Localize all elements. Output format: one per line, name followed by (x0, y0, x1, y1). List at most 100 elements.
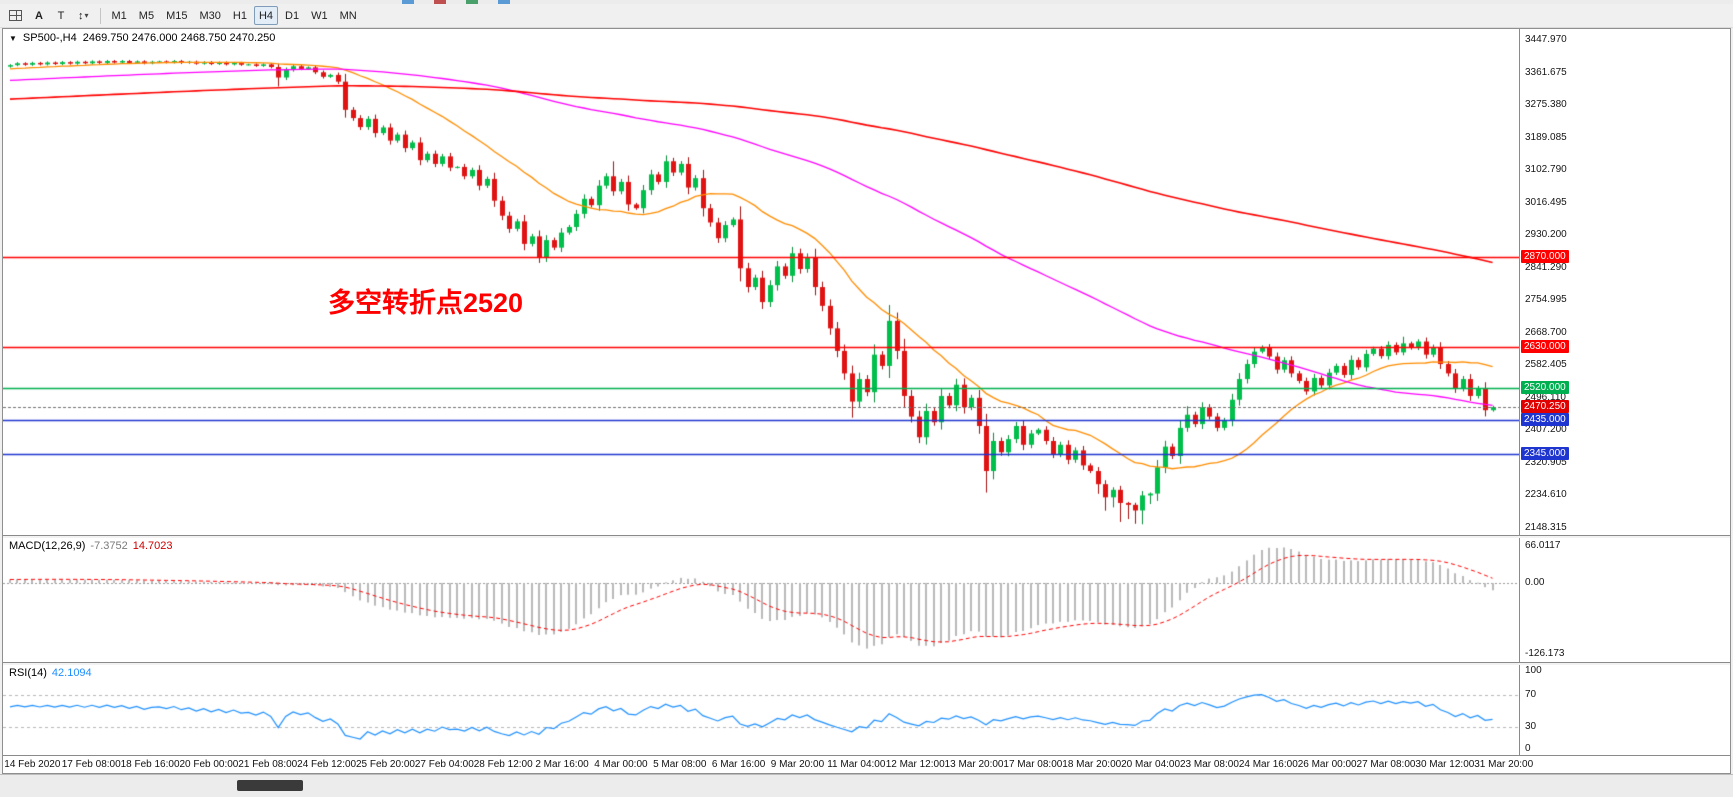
price-scale-label: 2320.905 (1525, 456, 1567, 468)
price-scale-label: 2582.405 (1525, 359, 1567, 371)
cursor-tool-label: A (35, 9, 43, 22)
symbol-timeframe-label: SP500-,H4 (22, 32, 77, 44)
price-pane: 3447.970 3361.675 3275.380 3189.085 3102.790… (3, 29, 1730, 535)
toolbar: A T ↕ ▾ M1 M5 M15 M30 H1 H4 D1 W1 MN (0, 4, 1733, 28)
timeframe-m30-button[interactable]: M30 (199, 9, 221, 22)
timeframe-m5-button[interactable]: M5 (138, 9, 155, 22)
pane-splitter[interactable] (3, 662, 1730, 665)
price-line-tag: 2630.000 (1521, 340, 1569, 353)
price-scale-label: 3016.495 (1525, 196, 1567, 208)
rsi-scale-label: 100 (1525, 665, 1542, 676)
time-label: 20 Mar 04:00 (1121, 759, 1181, 770)
scale-arrows-icon: ↕ (78, 9, 84, 22)
rsi-value: 42.1094 (51, 667, 92, 679)
time-label: 6 Mar 16:00 (711, 759, 766, 770)
symbol-dropdown-icon[interactable]: ▼ (9, 33, 17, 43)
timeframe-d1-button[interactable]: D1 (285, 9, 300, 22)
text-tool-button[interactable]: T (51, 6, 71, 25)
toolbar-separator (99, 7, 101, 24)
timeframe-m15-button[interactable]: M15 (166, 9, 188, 22)
time-label: 28 Feb 12:00 (473, 759, 533, 770)
price-chart-canvas[interactable] (3, 29, 1519, 535)
macd-scale-label: -126.173 (1525, 648, 1565, 659)
rsi-pane: 100 70 30 0 RSI(14) 42.1094 (3, 665, 1730, 755)
time-label: 27 Feb 04:00 (414, 759, 474, 770)
rsi-axis[interactable]: 100 70 30 0 (1519, 665, 1730, 755)
cursor-tool-button[interactable]: A (29, 6, 49, 25)
time-label: 14 Feb 2020 (4, 759, 61, 770)
time-label: 2 Mar 16:00 (535, 759, 589, 770)
windows-grid-icon[interactable] (4, 6, 27, 25)
time-label: 27 Mar 08:00 (1356, 759, 1416, 770)
macd-signal-value: 14.7023 (132, 540, 173, 552)
pane-splitter[interactable] (3, 535, 1730, 538)
timeframe-w1-button[interactable]: W1 (311, 9, 328, 22)
clipped-toolbar-row (0, 0, 1733, 4)
time-label: 12 Mar 12:00 (885, 759, 945, 770)
price-scale-label: 2407.200 (1525, 424, 1567, 436)
price-scale-label: 3447.970 (1525, 34, 1567, 45)
time-label: 17 Feb 08:00 (61, 759, 121, 770)
macd-name: MACD(12,26,9) (9, 540, 86, 552)
rsi-chart-canvas[interactable] (3, 665, 1519, 755)
time-label: 4 Mar 00:00 (594, 759, 648, 770)
macd-axis[interactable]: 66.0117 0.00 -126.173 (1519, 538, 1730, 662)
timeframe-m1-button[interactable]: M1 (111, 9, 127, 22)
time-label: 30 Mar 12:00 (1415, 759, 1475, 770)
price-scale-label: 2496.110 (1525, 391, 1566, 403)
time-label: 20 Feb 00:00 (179, 759, 239, 770)
macd-chart-canvas[interactable] (3, 538, 1519, 662)
scale-tool-button[interactable]: ↕ ▾ (73, 6, 94, 25)
timeframe-h4-button[interactable]: H4 (253, 6, 279, 25)
time-label: 13 Mar 20:00 (944, 759, 1004, 770)
price-axis[interactable]: 3447.970 3361.675 3275.380 3189.085 3102.790… (1519, 29, 1730, 535)
price-scale-label: 3361.675 (1525, 66, 1567, 78)
time-label: 18 Mar 20:00 (1062, 759, 1122, 770)
clipped-icon (466, 0, 478, 4)
clipped-icon (402, 0, 414, 4)
time-label: 21 Feb 08:00 (238, 759, 298, 770)
macd-scale-label: 66.0117 (1525, 540, 1561, 551)
price-line-tag: 2520.000 (1521, 381, 1569, 394)
price-scale-label: 2234.610 (1525, 489, 1567, 501)
rsi-scale-label: 70 (1525, 688, 1537, 700)
time-label: 5 Mar 08:00 (653, 759, 707, 770)
bottom-scrollbar (0, 774, 1733, 797)
timeframe-mn-button[interactable]: MN (339, 9, 357, 22)
time-label: 24 Mar 16:00 (1238, 759, 1298, 770)
price-scale-label: 2841.290 (1525, 261, 1567, 273)
rsi-scale-label: 30 (1525, 721, 1537, 733)
rsi-name: RSI(14) (9, 667, 47, 679)
chevron-down-icon: ▾ (84, 11, 89, 20)
macd-label: MACD(12,26,9) -7.3752 14.7023 (9, 540, 173, 552)
text-tool-label: T (57, 9, 65, 22)
price-scale-label: 2668.700 (1525, 326, 1567, 338)
time-label: 25 Feb 20:00 (356, 759, 415, 770)
time-label: 26 Mar 00:00 (1297, 759, 1357, 770)
chart-window: 3447.970 3361.675 3275.380 3189.085 3102.790… (2, 28, 1731, 774)
rsi-label: RSI(14) 42.1094 (9, 667, 92, 679)
time-label: 18 Feb 16:00 (120, 759, 180, 770)
clipped-icon (434, 0, 446, 4)
time-label: 31 Mar 20:00 (1474, 759, 1534, 770)
price-scale-label: 3189.085 (1525, 131, 1567, 143)
macd-main-value: -7.3752 (90, 540, 128, 552)
time-label: 24 Feb 12:00 (297, 759, 357, 770)
time-label: 23 Mar 08:00 (1179, 759, 1239, 770)
time-label: 9 Mar 20:00 (770, 759, 825, 770)
macd-pane: 66.0117 0.00 -126.173 MACD(12,26,9) -7.375… (3, 538, 1730, 662)
annotation-text: 多空转折点2520 (328, 288, 524, 318)
time-axis[interactable]: 14 Feb 2020 17 Feb 08:00 18 Feb 16:00 20 Fe… (3, 755, 1730, 773)
h-scrollbar-thumb[interactable] (237, 780, 303, 791)
chart-title: ▼ SP500-,H4 2469.750 2476.000 2468.750 2… (9, 32, 275, 44)
price-scale-label: 2930.200 (1525, 229, 1567, 241)
price-scale-label: 2754.995 (1525, 294, 1567, 306)
ohlc-values: 2469.750 2476.000 2468.750 2470.250 (82, 32, 276, 44)
clipped-icon (498, 0, 510, 4)
timeframe-h1-button[interactable]: H1 (232, 9, 247, 22)
price-line-tag: 2870.000 (1521, 250, 1569, 263)
price-scale-label: 3102.790 (1525, 164, 1567, 176)
time-label: 11 Mar 04:00 (827, 759, 886, 770)
price-scale-label: 3275.380 (1525, 99, 1567, 111)
price-line-tag: 2435.000 (1521, 413, 1569, 426)
